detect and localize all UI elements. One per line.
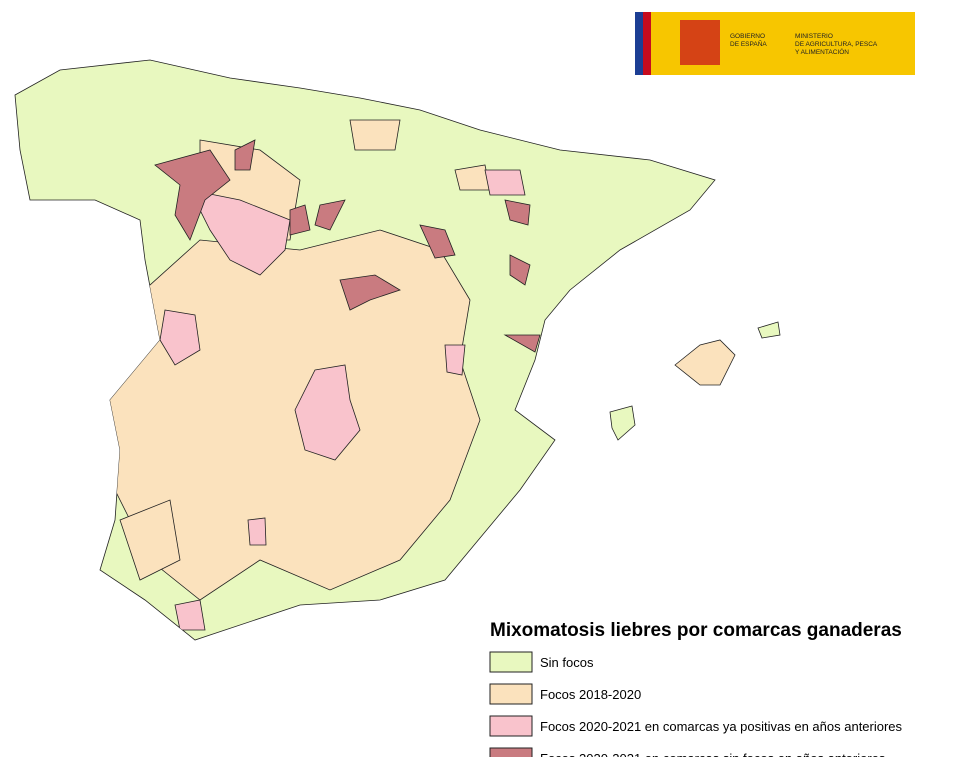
region [289,204,311,236]
region [159,309,201,366]
region [174,599,206,631]
region [503,334,541,353]
map [14,59,781,641]
region [189,189,291,276]
legend-title: Mixomatosis liebres por comarcas ganader… [490,620,902,641]
legend-label: Focos 2020-2021 en comarcas ya positivas… [540,719,903,734]
region [504,199,531,226]
region [314,199,346,231]
logo: GOBIERNO DE ESPAÑA MINISTERIO DE AGRICUL… [635,12,915,75]
logo-shield [680,20,720,65]
legend: Sin focos Focos 2018-2020 Focos 2020-2021 … [489,651,903,757]
legend-label: Focos 2018-2020 [540,687,641,702]
legend-swatch [489,651,533,673]
region [154,149,231,241]
region [349,119,401,151]
legend-label: Sin focos [540,655,594,670]
legend-swatch [489,747,533,757]
region [419,224,456,259]
logo-text: Y ALIMENTACIÓN [795,47,849,56]
region [339,274,401,311]
region [484,169,526,196]
island [674,339,736,386]
logo-text: GOBIERNO [730,33,765,40]
logo-text: DE ESPAÑA [730,39,767,48]
logo-text: MINISTERIO [795,33,833,40]
legend-swatch [489,683,533,705]
region [119,499,181,581]
legend-swatch [489,715,533,737]
island [757,321,781,339]
island [609,405,636,441]
region [247,517,267,546]
logo-stripe [643,12,651,75]
region [234,139,256,171]
region [444,344,466,376]
comarcas [99,119,541,631]
logo-text: DE AGRICULTURA, PESCA [795,41,878,48]
region [294,364,361,461]
logo-stripe [635,12,643,75]
region [454,164,491,191]
legend-label: Focos 2020-2021 en comarcas sin focos en… [540,751,886,757]
region [509,254,531,286]
